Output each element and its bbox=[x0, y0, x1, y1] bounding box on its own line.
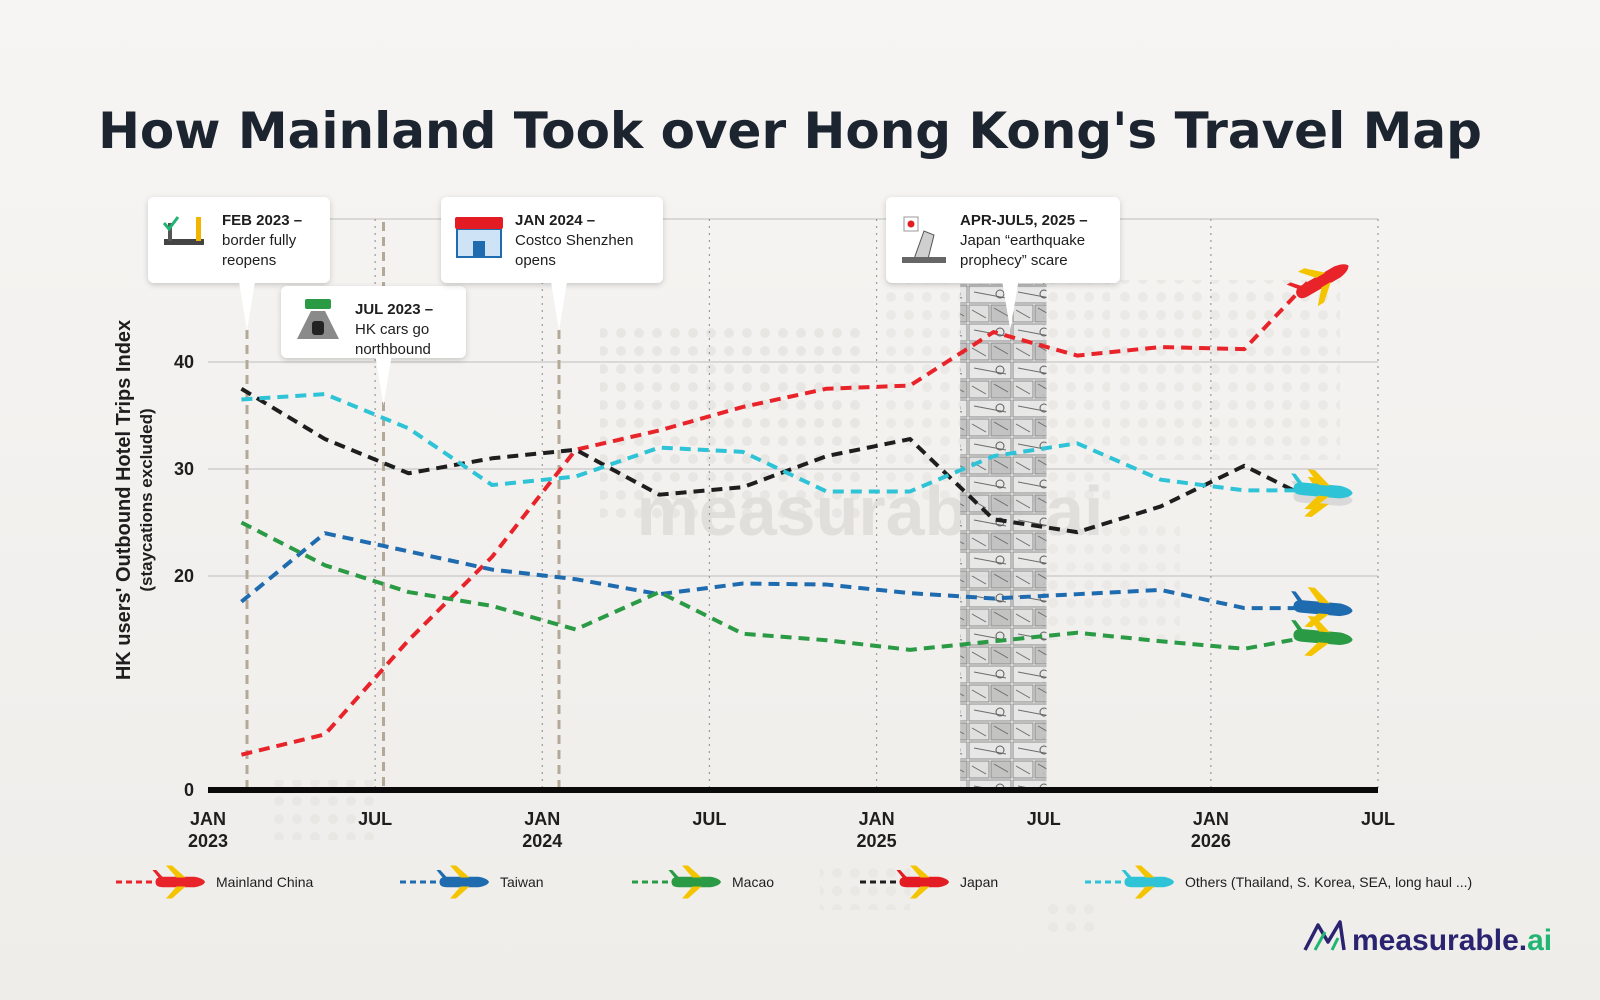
svg-text:measurable.ai: measurable.ai bbox=[1352, 924, 1552, 957]
legend-label: Others (Thailand, S. Korea, SEA, long ha… bbox=[1185, 874, 1472, 890]
callout-text: border fully bbox=[222, 232, 297, 249]
japan-flag-plane-icon bbox=[896, 865, 949, 899]
callout-tail bbox=[551, 282, 567, 330]
logo-suffix: ai bbox=[1527, 924, 1552, 957]
event-callout: FEB 2023 – border fully reopens bbox=[148, 197, 330, 330]
earthquake-building-icon bbox=[902, 216, 946, 263]
chart-title: How Mainland Took over Hong Kong's Trave… bbox=[98, 102, 1482, 160]
legend-item: Macao bbox=[632, 865, 774, 899]
x-tick-year: 2024 bbox=[522, 831, 562, 851]
x-tick-year: 2025 bbox=[857, 831, 897, 851]
x-tick-label: JAN bbox=[190, 809, 226, 829]
legend-label: Taiwan bbox=[500, 874, 544, 890]
callout-tail bbox=[375, 357, 392, 405]
x-tick-label: JUL bbox=[358, 809, 392, 829]
highlight-band bbox=[960, 284, 1047, 790]
china-flag-plane-icon bbox=[1286, 264, 1349, 307]
callout-text: HK cars go bbox=[355, 321, 429, 338]
plane-markers bbox=[1286, 264, 1353, 657]
car-on-road-icon bbox=[297, 299, 339, 339]
y-tick-label: 0 bbox=[184, 780, 194, 800]
callout-text: opens bbox=[515, 252, 556, 269]
logo-text: measurable. bbox=[1352, 924, 1527, 957]
callout-box bbox=[148, 197, 330, 283]
legend-label: Macao bbox=[732, 874, 774, 890]
y-axis-sublabel: (staycations excluded) bbox=[137, 408, 156, 591]
x-tick-label: JAN bbox=[859, 809, 895, 829]
event-callouts: FEB 2023 – border fully reopens JUL 2023 – H… bbox=[148, 197, 1120, 405]
legend-label: Japan bbox=[960, 874, 998, 890]
callout-text: northbound bbox=[355, 341, 431, 358]
y-tick-label: 20 bbox=[174, 566, 194, 586]
series-lines bbox=[240, 280, 1310, 757]
series-line-others bbox=[241, 392, 1309, 494]
series-line-taiwan bbox=[240, 531, 1309, 611]
taiwan-flag-plane-icon bbox=[436, 865, 489, 899]
macao-flag-plane-icon bbox=[1291, 616, 1353, 657]
x-tick-label: JUL bbox=[1027, 809, 1061, 829]
callout-date: JAN 2024 – bbox=[515, 212, 595, 229]
legend-label: Mainland China bbox=[216, 874, 313, 890]
callout-date: JUL 2023 – bbox=[355, 301, 433, 318]
callout-date: APR-JUL5, 2025 – bbox=[960, 212, 1088, 229]
callout-text: Costco Shenzhen bbox=[515, 232, 633, 249]
callout-text: prophecy” scare bbox=[960, 252, 1068, 269]
x-tick-label: JAN bbox=[524, 809, 560, 829]
event-callout: JAN 2024 – Costco Shenzhen opens bbox=[441, 197, 663, 330]
others-plane-icon bbox=[1121, 865, 1174, 899]
border-gate-icon bbox=[162, 216, 204, 245]
callout-text: Japan “earthquake bbox=[960, 232, 1085, 249]
callout-tail bbox=[1002, 282, 1019, 330]
callout-date: FEB 2023 – bbox=[222, 212, 302, 229]
costco-store-icon bbox=[455, 217, 503, 258]
legend-item: Others (Thailand, S. Korea, SEA, long ha… bbox=[1085, 865, 1472, 899]
event-callout: APR-JUL5, 2025 – Japan “earthquake prophec… bbox=[886, 197, 1120, 330]
legend-item: Taiwan bbox=[400, 865, 544, 899]
others-plane-icon bbox=[1291, 469, 1353, 510]
brand-logo: measurable.ai bbox=[1303, 920, 1552, 957]
y-tick-label: 30 bbox=[174, 459, 194, 479]
x-tick-label: JUL bbox=[1361, 809, 1395, 829]
macao-flag-plane-icon bbox=[668, 865, 721, 899]
x-tick-label: JUL bbox=[692, 809, 726, 829]
legend-item: Mainland China bbox=[116, 865, 313, 899]
callout-tail bbox=[239, 282, 255, 330]
y-axis-label: HK users' Outbound Hotel Trips Index bbox=[113, 320, 135, 680]
legend-item: Japan bbox=[860, 865, 998, 899]
event-callout: JUL 2023 – HK cars go northbound bbox=[281, 286, 466, 405]
x-tick-label: JAN bbox=[1193, 809, 1229, 829]
series-line-macao bbox=[240, 520, 1309, 652]
manga-panel-band bbox=[960, 284, 1047, 790]
callout-text: reopens bbox=[222, 252, 276, 269]
taiwan-flag-plane-icon bbox=[1291, 587, 1353, 628]
china-flag-plane-icon bbox=[152, 865, 205, 899]
x-tick-year: 2026 bbox=[1191, 831, 1231, 851]
series-line-mainland bbox=[240, 280, 1310, 757]
legend: Mainland China Taiwan Macao Japan Others (Th… bbox=[116, 865, 1472, 899]
x-tick-year: 2023 bbox=[188, 831, 228, 851]
y-tick-label: 40 bbox=[174, 352, 194, 372]
logo-mark-icon bbox=[1303, 920, 1346, 951]
